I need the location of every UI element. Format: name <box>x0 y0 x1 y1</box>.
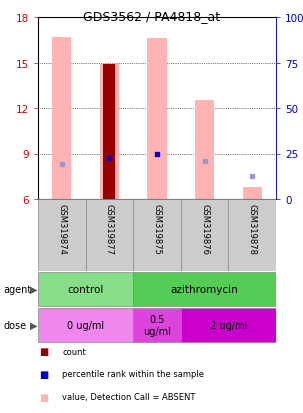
Text: ■: ■ <box>39 392 49 402</box>
Text: control: control <box>67 284 104 294</box>
Text: dose: dose <box>3 320 26 330</box>
Text: value, Detection Call = ABSENT: value, Detection Call = ABSENT <box>62 392 195 401</box>
Text: GDS3562 / PA4818_at: GDS3562 / PA4818_at <box>83 10 220 23</box>
Text: 2 ug/ml: 2 ug/ml <box>210 320 247 330</box>
FancyBboxPatch shape <box>133 309 181 342</box>
Text: GSM319877: GSM319877 <box>105 203 114 254</box>
Text: GSM319876: GSM319876 <box>200 203 209 254</box>
FancyBboxPatch shape <box>38 309 133 342</box>
FancyBboxPatch shape <box>86 199 133 271</box>
Bar <box>195 101 214 199</box>
FancyBboxPatch shape <box>133 199 181 271</box>
FancyBboxPatch shape <box>181 199 228 271</box>
Text: agent: agent <box>3 284 31 294</box>
Bar <box>103 65 115 199</box>
Text: ■: ■ <box>39 347 49 356</box>
Bar <box>148 39 167 199</box>
Text: GSM319874: GSM319874 <box>57 203 66 254</box>
Text: GSM319875: GSM319875 <box>152 203 161 254</box>
Text: 0.5
ug/ml: 0.5 ug/ml <box>143 314 171 336</box>
Text: 0 ug/ml: 0 ug/ml <box>67 320 104 330</box>
Text: GSM319878: GSM319878 <box>248 203 257 254</box>
Bar <box>100 65 119 199</box>
FancyBboxPatch shape <box>38 199 86 271</box>
Text: count: count <box>62 347 86 356</box>
FancyBboxPatch shape <box>228 199 276 271</box>
Text: ▶: ▶ <box>30 284 38 294</box>
FancyBboxPatch shape <box>38 273 133 306</box>
Text: azithromycin: azithromycin <box>171 284 238 294</box>
Text: percentile rank within the sample: percentile rank within the sample <box>62 370 204 378</box>
Text: ▶: ▶ <box>30 320 38 330</box>
FancyBboxPatch shape <box>133 273 276 306</box>
Bar <box>243 188 262 199</box>
Text: ■: ■ <box>39 369 49 379</box>
FancyBboxPatch shape <box>181 309 276 342</box>
Bar <box>52 38 71 199</box>
